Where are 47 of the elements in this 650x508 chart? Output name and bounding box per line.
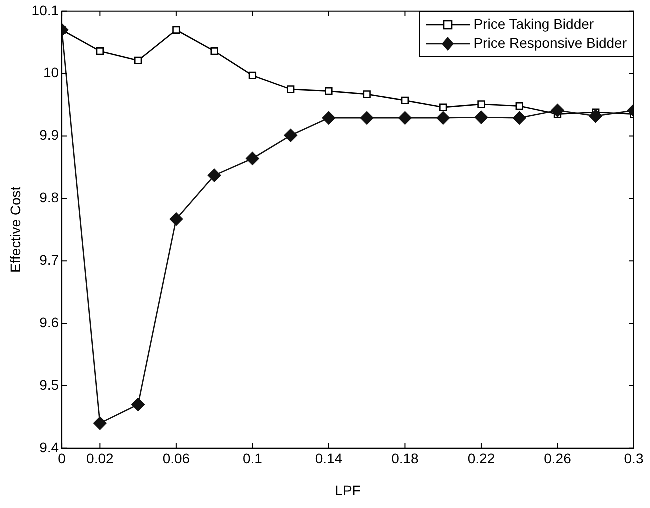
- point: [208, 168, 222, 182]
- y-tick-label: 9.5: [40, 376, 60, 393]
- point: [172, 26, 180, 34]
- point: [248, 72, 257, 80]
- x-tick-label: 0.14: [315, 450, 343, 467]
- y-tick-label: 9.7: [40, 252, 60, 268]
- point: [96, 48, 104, 56]
- x-tick-label: 0.02: [86, 450, 114, 467]
- point: [210, 48, 218, 56]
- point: [94, 416, 107, 430]
- y-tick-label: 10.1: [32, 2, 60, 18]
- x-tick-label: 0.1: [242, 450, 263, 467]
- point: [322, 112, 336, 125]
- point: [286, 86, 295, 94]
- point: [478, 100, 486, 108]
- x-tick-label: 0.22: [468, 450, 496, 467]
- x-tick-label: 0.18: [392, 450, 420, 467]
- point: [512, 112, 526, 125]
- point: [401, 96, 410, 105]
- point: [170, 212, 184, 226]
- point: [284, 128, 298, 142]
- y-axis-title: Effective Cost: [7, 186, 24, 273]
- x-tick-label: 0: [58, 450, 66, 467]
- point: [134, 56, 142, 65]
- point: [398, 112, 412, 125]
- point: [474, 110, 488, 124]
- point: [363, 90, 371, 98]
- y-tick-label: 9.9: [40, 127, 60, 144]
- point: [551, 104, 564, 118]
- point: [436, 112, 450, 125]
- y-tick-label: 9.4: [40, 439, 60, 456]
- y-tick-label: 9.6: [40, 314, 60, 330]
- point: [325, 87, 333, 96]
- point: [132, 398, 145, 412]
- point: [246, 152, 260, 166]
- legend-label: Price Responsive Bidder: [474, 34, 627, 54]
- y-tick-label: 9.8: [40, 190, 60, 206]
- point: [440, 104, 448, 112]
- legend-label: Price Taking Bidder: [474, 15, 594, 34]
- point: [589, 110, 603, 123]
- point: [360, 112, 374, 125]
- x-tick-label: 0.26: [544, 450, 572, 467]
- y-tick-label: 10: [43, 64, 60, 81]
- point: [516, 102, 524, 110]
- x-tick-label: 0.3: [624, 450, 644, 467]
- x-tick-label: 0.06: [162, 450, 190, 467]
- x-axis-title: LPF: [335, 482, 361, 498]
